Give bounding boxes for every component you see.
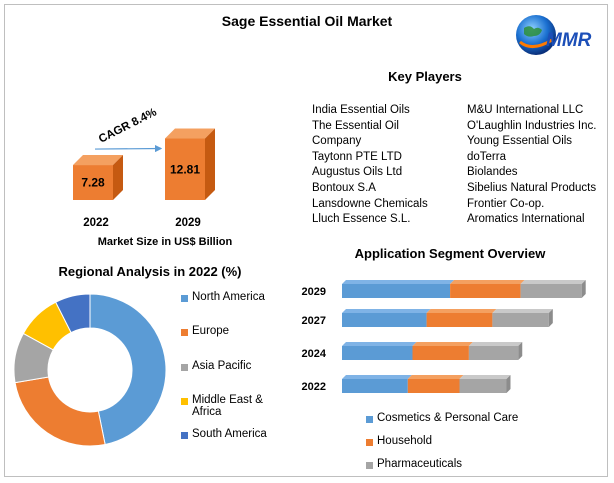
- segment-end: [548, 309, 553, 327]
- key-players-title: Key Players: [388, 69, 462, 84]
- segment-household: [412, 346, 469, 360]
- key-player: doTerra: [467, 150, 506, 163]
- key-player: Aromatics International: [467, 213, 585, 226]
- key-player: Taytonn PTE LTD: [312, 150, 402, 163]
- segment-top: [492, 309, 553, 313]
- key-player: O'Laughlin Industries Inc.: [467, 119, 597, 132]
- row-year-label: 2027: [302, 315, 326, 327]
- application-legend: Cosmetics & Personal Care Household Phar…: [366, 412, 518, 470]
- legend-swatch: [181, 398, 188, 405]
- bar-value-label: 7.28: [81, 176, 105, 190]
- legend-item-pharmaceuticals: Pharmaceuticals: [366, 458, 518, 470]
- segment-end: [506, 375, 511, 393]
- segment-pharmaceuticals: [520, 284, 582, 298]
- donut-slice-south-america: [55, 293, 91, 334]
- key-player: The Essential Oil: [312, 119, 399, 132]
- segment-cosmetics-personal-care: [342, 313, 427, 327]
- mmr-logo: MMR: [516, 15, 592, 55]
- row-year-label: 2029: [302, 286, 326, 298]
- segment-pharmaceuticals: [492, 313, 549, 327]
- legend-swatch: [181, 329, 188, 336]
- bar-year-label: 2022: [83, 217, 109, 229]
- segment-end: [581, 280, 586, 298]
- bar-side: [205, 128, 215, 200]
- key-player: Lansdowne Chemicals: [312, 197, 428, 210]
- market-size-caption: Market Size in US$ Billion: [97, 236, 233, 248]
- legend-item-household: Household: [366, 435, 518, 458]
- logo-text: MMR: [546, 30, 592, 51]
- cagr-arrow: [94, 144, 163, 153]
- donut-slice-north-america: [89, 293, 167, 446]
- key-players-left-list: India Essential Oils The Essential Oil C…: [312, 103, 428, 228]
- application-title: Application Segment Overview: [354, 246, 546, 261]
- legend-swatch: [366, 462, 373, 469]
- row-year-label: 2024: [302, 348, 327, 360]
- donut-slice-europe: [14, 376, 106, 447]
- legend-item-north-america: North America: [181, 291, 267, 325]
- key-player: Biolandes: [467, 166, 518, 179]
- segment-top: [342, 375, 412, 379]
- market-size-bar: [165, 138, 205, 200]
- legend-swatch: [181, 364, 188, 371]
- page-title: Sage Essential Oil Market: [221, 13, 393, 29]
- legend-swatch: [366, 439, 373, 446]
- segment-top: [520, 280, 586, 284]
- segment-pharmaceuticals: [459, 379, 507, 393]
- segment-top: [342, 280, 455, 284]
- regional-legend: North America Europe Asia Pacific Middle…: [181, 291, 267, 440]
- key-players-right-list: M&U International LLC O'Laughlin Industr…: [467, 103, 596, 228]
- key-player: Frontier Co-op.: [467, 197, 545, 210]
- legend-item-cosmetics: Cosmetics & Personal Care: [366, 412, 518, 435]
- segment-end: [518, 342, 523, 360]
- legend-swatch: [366, 416, 373, 423]
- key-player: M&U International LLC: [467, 104, 584, 116]
- segment-household: [426, 313, 493, 327]
- key-player: India Essential Oils: [312, 104, 410, 116]
- segment-household: [450, 284, 521, 298]
- key-player: Augustus Oils Ltd: [312, 166, 403, 179]
- bar-side: [113, 155, 123, 200]
- bar-top: [165, 128, 215, 139]
- key-player: Young Essential Oils: [467, 135, 573, 148]
- legend-swatch: [181, 432, 188, 439]
- segment-cosmetics-personal-care: [342, 346, 413, 360]
- legend-item-asia-pacific: Asia Pacific: [181, 360, 267, 394]
- legend-item-europe: Europe: [181, 325, 267, 360]
- segment-top: [407, 375, 464, 379]
- legend-item-middle-east-africa: Middle East & Africa: [181, 394, 267, 428]
- key-player: Lluch Essence S.L.: [312, 213, 411, 226]
- key-player: Sibelius Natural Products: [467, 181, 597, 194]
- application-stacked-bar-chart: 2029 2027 2024 2022: [302, 280, 586, 393]
- market-size-chart: 7.28 2022 12.81 2029 CAGR 8.4%: [73, 106, 215, 229]
- infographic-frame: [4, 4, 608, 477]
- segment-top: [450, 280, 525, 284]
- segment-top: [426, 309, 497, 313]
- segment-cosmetics-personal-care: [342, 379, 408, 393]
- regional-donut-chart: [13, 293, 167, 447]
- segment-top: [342, 309, 431, 313]
- segment-top: [468, 342, 523, 346]
- key-player: Company: [312, 135, 362, 148]
- bar-year-label: 2029: [175, 217, 201, 229]
- segment-top: [342, 342, 417, 346]
- cagr-label: CAGR 8.4%: [97, 106, 159, 145]
- key-player: Bontoux S.A: [312, 181, 376, 194]
- legend-item-south-america: South America: [181, 428, 267, 440]
- segment-top: [412, 342, 473, 346]
- bar-top: [73, 155, 123, 166]
- segment-cosmetics-personal-care: [342, 284, 451, 298]
- legend-swatch: [181, 295, 188, 302]
- segment-pharmaceuticals: [468, 346, 519, 360]
- row-year-label: 2022: [302, 381, 326, 393]
- regional-title: Regional Analysis in 2022 (%): [58, 264, 242, 279]
- segment-top: [459, 375, 511, 379]
- market-size-bar: [73, 165, 113, 200]
- segment-household: [407, 379, 460, 393]
- bar-value-label: 12.81: [170, 162, 200, 176]
